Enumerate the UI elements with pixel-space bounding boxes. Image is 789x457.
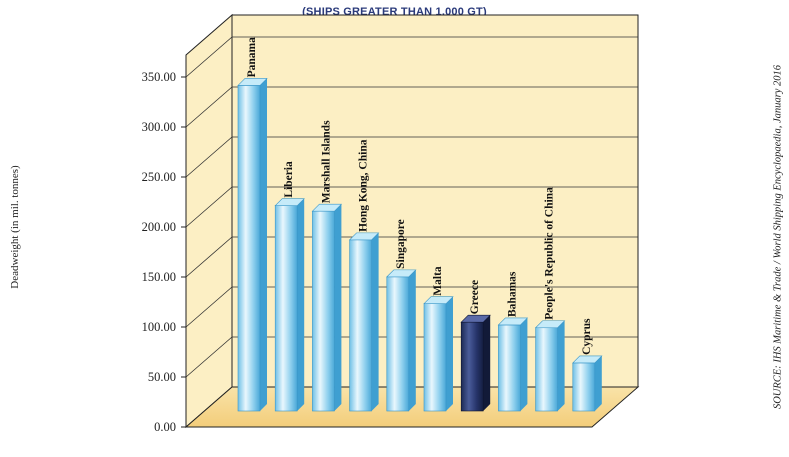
bar-side <box>446 296 453 411</box>
bar-side <box>297 198 305 411</box>
bar: Liberia <box>274 161 305 412</box>
bar: Bahamas <box>497 271 529 412</box>
bar-top <box>274 198 305 206</box>
bar-side <box>334 204 342 411</box>
bar-side <box>483 315 491 411</box>
bar: Greece <box>460 280 491 412</box>
y-tick-label: 300.00 <box>142 120 176 134</box>
y-tick-label: 350.00 <box>142 70 176 84</box>
bar-front <box>237 85 261 412</box>
bar-side <box>520 317 528 411</box>
bar: Singapore <box>386 219 417 412</box>
bar-side <box>557 320 565 411</box>
bar-top <box>572 355 603 364</box>
bar: Panama <box>237 37 268 412</box>
bar-top <box>311 203 343 212</box>
gridline <box>185 236 638 278</box>
bar-side <box>371 232 379 411</box>
y-tick-label: 150.00 <box>142 270 176 284</box>
bar-top <box>497 317 529 326</box>
bar-front <box>423 303 447 412</box>
bar: Hong Kong, China <box>348 139 380 412</box>
bar-front <box>274 205 298 412</box>
bar-front <box>460 321 484 412</box>
gridline <box>185 36 638 78</box>
bar-side <box>408 269 416 411</box>
y-tick-label: 50.00 <box>148 370 176 384</box>
bar-front <box>312 210 335 412</box>
bar: Marshall Islands <box>311 120 343 412</box>
bar-label: Cyprus <box>581 318 593 355</box>
y-tick-label: 250.00 <box>142 170 176 184</box>
bar-label: Panama <box>246 37 258 78</box>
bar-top <box>423 296 454 305</box>
bar-label: People's Republic of China <box>544 187 556 320</box>
bar-front <box>535 327 558 412</box>
bar-top <box>534 320 566 329</box>
y-tick-label: 100.00 <box>142 320 176 334</box>
gridline <box>185 186 638 228</box>
bar-top <box>460 314 491 323</box>
bar-label: Greece <box>469 280 481 314</box>
bar-label: Liberia <box>283 161 295 198</box>
bar-side <box>260 78 267 412</box>
bar-side <box>594 355 602 411</box>
bar-front <box>498 324 521 412</box>
bar-front <box>386 276 410 412</box>
bar-front <box>349 239 372 412</box>
bar-top <box>237 78 268 86</box>
bar-label: Marshall Islands <box>320 120 332 203</box>
bar-front <box>572 362 596 412</box>
gridline <box>185 286 638 328</box>
bar-label: Bahamas <box>506 271 518 317</box>
bar: People's Republic of China <box>534 187 566 412</box>
gridline <box>185 136 638 178</box>
bar-label: Malta <box>432 266 444 296</box>
bar-top <box>348 232 380 241</box>
bar-top <box>386 269 417 278</box>
bar: Malta <box>423 266 454 412</box>
y-tick-label: 200.00 <box>142 220 176 234</box>
bar-label: Hong Kong, China <box>358 139 370 232</box>
bar-label: Singapore <box>395 219 407 269</box>
y-tick-label: 0.00 <box>154 420 176 434</box>
gridline <box>185 86 638 128</box>
bar: Cyprus <box>572 318 603 412</box>
